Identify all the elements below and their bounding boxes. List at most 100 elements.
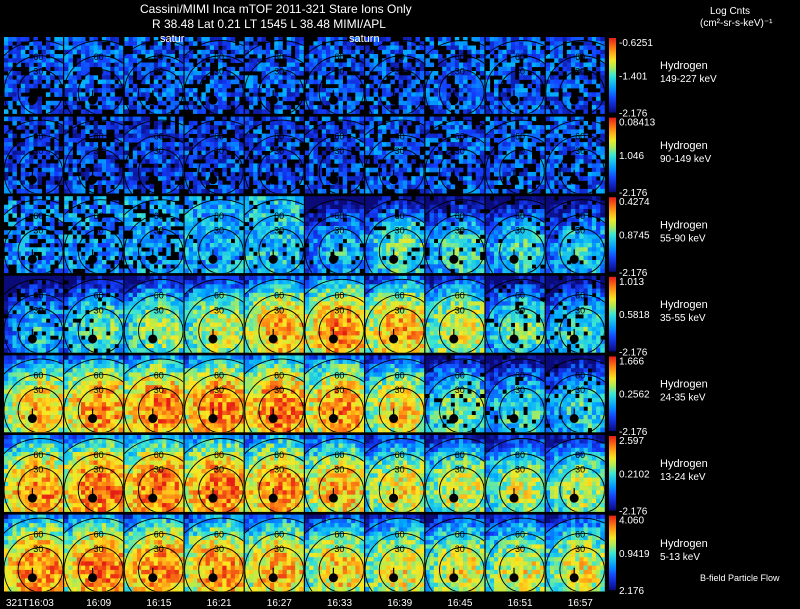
saturn-marker [208, 334, 218, 344]
panel-pixels [305, 275, 364, 353]
range-contour [559, 467, 605, 512]
range-contour [17, 308, 63, 353]
range-contour [305, 55, 364, 114]
units-label-line1: Log Cnts [710, 6, 751, 17]
contour-label: 30 [214, 305, 224, 315]
colorbar-mid-label: -1.401 [619, 71, 648, 82]
range-contours [184, 199, 244, 273]
range-contours [244, 119, 304, 194]
range-contours [425, 119, 485, 194]
contour-label: 60 [515, 211, 525, 221]
contour-label: 30 [33, 146, 43, 156]
species-label: Hydrogen [660, 458, 708, 470]
contour-label: 60 [334, 211, 344, 221]
range-contour [485, 40, 545, 57]
range-contour [545, 214, 605, 273]
range-contours [545, 40, 605, 114]
range-contour [138, 69, 184, 114]
panel-pixels [365, 514, 425, 592]
colorbar-mid-label: 0.2102 [619, 469, 650, 480]
contour-label: 60 [154, 450, 164, 460]
range-contours [425, 40, 485, 114]
contour-label: 60 [575, 450, 585, 460]
contour-label: 60 [395, 291, 405, 301]
range-contours [545, 119, 605, 194]
colorbar-min-label: -2.176 [619, 507, 648, 518]
range-contours [305, 199, 364, 273]
panel-pixels [365, 435, 425, 512]
saturn-marker [208, 414, 218, 424]
range-contour [77, 228, 123, 273]
colorbar [609, 197, 616, 272]
contour-label: 60 [455, 131, 465, 141]
range-contours [4, 199, 63, 273]
time-tick-label: 16:33 [327, 598, 352, 609]
saturn-marker [148, 175, 158, 185]
range-contour [305, 119, 364, 136]
contour-label: 60 [575, 131, 585, 141]
range-contours [485, 40, 545, 114]
range-contour [485, 199, 545, 216]
range-contours [124, 358, 184, 432]
range-contour [305, 278, 364, 295]
saturn-marker [88, 573, 98, 583]
panel-pixels [485, 355, 545, 433]
contour-label: 60 [214, 131, 224, 141]
range-contour [184, 278, 244, 295]
saturn-marker [268, 334, 278, 344]
range-contour [64, 373, 123, 432]
range-contour [305, 358, 364, 375]
range-contour [124, 517, 184, 534]
species-label: Hydrogen [660, 60, 708, 72]
saturn-marker [268, 414, 278, 424]
panel-pixels [545, 116, 605, 194]
saturn-marker [449, 175, 459, 185]
contour-label: 30 [214, 544, 224, 554]
time-tick-label: 16:21 [207, 598, 232, 609]
time-tick-label: 16:39 [387, 598, 412, 609]
saturn-marker [328, 254, 338, 264]
contour-label: 60 [214, 370, 224, 380]
contour-label: 60 [455, 52, 465, 62]
panel-pixels [4, 435, 63, 512]
saturn-marker [268, 254, 278, 264]
overlay-label-saturn: saturn [349, 33, 380, 45]
contour-label: 30 [515, 544, 525, 554]
colorbar-max-label: 1.013 [619, 277, 644, 288]
range-contour [258, 308, 304, 353]
range-contour [378, 387, 424, 432]
saturn-marker [509, 334, 519, 344]
contour-label: 60 [575, 370, 585, 380]
range-contours [365, 199, 424, 273]
panel-pixels [124, 275, 184, 353]
range-contour [499, 308, 545, 353]
saturn-marker [27, 573, 37, 583]
panel-pixels [184, 435, 244, 512]
contour-label: 30 [274, 67, 284, 77]
colorbar [609, 515, 616, 591]
panel-pixels [64, 514, 124, 592]
range-contour [184, 55, 244, 114]
range-contour [378, 547, 424, 592]
range-contour [244, 532, 304, 592]
saturn-marker [449, 414, 459, 424]
range-contour [485, 532, 545, 592]
time-tick-label: 16:45 [447, 598, 472, 609]
range-contour [244, 134, 304, 194]
range-contour [439, 228, 485, 273]
range-contour [439, 547, 485, 592]
range-contour [77, 387, 123, 432]
